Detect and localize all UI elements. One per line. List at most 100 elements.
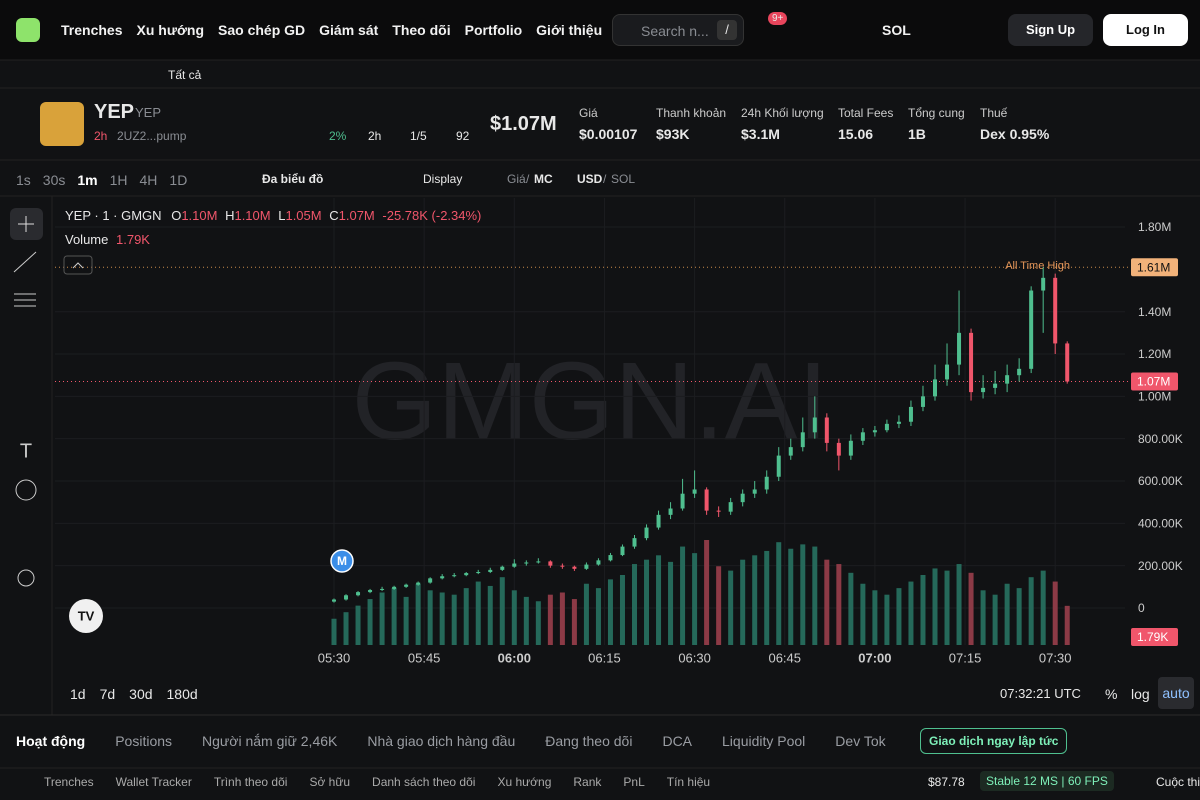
logo[interactable]	[16, 18, 40, 42]
tab[interactable]: Dev Tok	[835, 733, 886, 749]
y-tick-label: 1.20M	[1138, 347, 1171, 361]
status-item[interactable]: Wallet Tracker	[115, 775, 192, 789]
crosshair-tool[interactable]	[18, 216, 34, 232]
nav-item[interactable]: Sao chép GD	[218, 22, 306, 38]
draw-tools[interactable]	[13, 251, 37, 307]
tab[interactable]: Positions	[115, 733, 173, 749]
top10: 2%	[329, 129, 347, 143]
candle-body	[764, 476, 769, 490]
volume-bar	[559, 592, 565, 645]
interval[interactable]: 30s	[42, 172, 66, 188]
range-button[interactable]: 30d	[129, 686, 153, 702]
stat-value: Dex 0.95%	[980, 126, 1050, 142]
volume-bar	[656, 555, 662, 645]
zoom-tool[interactable]	[17, 569, 35, 587]
legend-high: 1.10M	[234, 208, 271, 223]
candle-body	[524, 562, 529, 564]
x-tick-label: 06:15	[588, 650, 621, 665]
volume-bar	[1028, 577, 1034, 645]
percent-toggle[interactable]: %	[1105, 686, 1118, 702]
nav-item[interactable]: Trenches	[61, 22, 123, 38]
ath-label: 1.61M	[1137, 260, 1170, 274]
chevron	[72, 262, 84, 269]
candle-body	[356, 592, 361, 596]
collapse-legend[interactable]	[63, 255, 93, 275]
candle-body	[776, 455, 781, 477]
volume-bar	[475, 581, 481, 645]
nav-item[interactable]: Portfolio	[464, 22, 523, 38]
candle-body	[368, 589, 373, 593]
price-toggle[interactable]: Giá	[507, 172, 526, 186]
tab[interactable]: Đang theo dõi	[545, 733, 633, 749]
interval[interactable]: 1m	[77, 172, 98, 188]
migration-marker[interactable]	[330, 549, 354, 573]
range-button[interactable]: 180d	[166, 686, 198, 702]
volume-bar	[367, 599, 373, 645]
usd-toggle[interactable]: USD	[577, 172, 603, 186]
volume-bar	[391, 588, 397, 645]
status-item[interactable]: Sở hữu	[309, 775, 351, 789]
search-key: /	[717, 20, 737, 40]
y-tick-label: 1.00M	[1138, 390, 1171, 404]
marker-label: M	[337, 554, 347, 568]
display[interactable]: Display	[423, 172, 463, 186]
search-box[interactable]: Search n... /	[612, 14, 744, 46]
tab[interactable]: DCA	[662, 733, 693, 749]
token-address[interactable]: 2UZ2...pump	[117, 129, 187, 143]
nav-item[interactable]: Giám sát	[319, 22, 379, 38]
status-item[interactable]: Trenches	[44, 775, 94, 789]
status-item[interactable]: Danh sách theo dõi	[372, 775, 476, 789]
volume-bar	[692, 553, 698, 645]
filter-all[interactable]: Tất cả	[168, 68, 202, 82]
status-item[interactable]: Rank	[573, 775, 602, 789]
trade-now[interactable]: Giao dịch ngay lập tức	[920, 728, 1068, 754]
emoji-tool[interactable]	[15, 479, 37, 501]
volume-bar	[812, 546, 818, 645]
auto-toggle[interactable]: auto	[1158, 677, 1194, 709]
candle-body	[884, 423, 889, 431]
interval[interactable]: 1s	[16, 172, 31, 188]
candle-body	[560, 565, 565, 567]
volume-bar	[1064, 605, 1070, 645]
last-badge	[1131, 372, 1178, 391]
chain-select[interactable]: SOL	[882, 22, 911, 38]
status-item[interactable]: Tín hiệu	[666, 775, 711, 789]
mc-toggle[interactable]: MC	[534, 172, 553, 186]
contest[interactable]: Cuộc thi	[1156, 775, 1200, 789]
sign-up[interactable]: Sign Up	[1008, 14, 1093, 46]
candle-body	[1017, 368, 1022, 376]
y-tick-label: 400.00K	[1138, 516, 1183, 530]
search-placeholder: Search n...	[641, 23, 709, 39]
volume-bar	[379, 592, 385, 645]
nav-item[interactable]: Xu hướng	[136, 22, 205, 38]
tab[interactable]: Liquidity Pool	[722, 733, 806, 749]
candle-body	[596, 560, 601, 565]
candle-body	[945, 364, 950, 380]
tab[interactable]: Người nắm giữ 2,46K	[202, 733, 338, 749]
nav-item[interactable]: Giới thiệu	[536, 22, 603, 38]
status-item[interactable]: Trình theo dõi	[213, 775, 288, 789]
range-button[interactable]: 1d	[70, 686, 86, 702]
tv-logo[interactable]	[69, 599, 103, 633]
text-tool[interactable]: T	[20, 440, 32, 462]
fps: 60 FPS	[1067, 774, 1108, 788]
nav-item[interactable]: Theo dõi	[392, 22, 451, 38]
log-in[interactable]: Log In	[1103, 14, 1188, 46]
multi-chart[interactable]: Đa biểu đồ	[262, 172, 324, 186]
tab[interactable]: Nhà giao dịch hàng đầu	[367, 733, 516, 749]
candle-body	[993, 383, 998, 388]
status-item[interactable]: PnL	[623, 775, 645, 789]
legend: YEP · 1 · GMGN O1.10M H1.10M L1.05M C1.0…	[65, 208, 482, 223]
sol-toggle[interactable]: SOL	[611, 172, 636, 186]
dev-age: 2h	[368, 129, 382, 143]
interval[interactable]: 1D	[169, 172, 188, 188]
interval[interactable]: 4H	[139, 172, 158, 188]
log-toggle[interactable]: log	[1131, 686, 1150, 702]
y-tick-label: 1.80M	[1138, 220, 1171, 234]
status-item[interactable]: Xu hướng	[497, 775, 552, 789]
tab[interactable]: Hoạt động	[16, 733, 86, 749]
range-button[interactable]: 7d	[99, 686, 116, 702]
token-avatar	[40, 102, 84, 146]
interval[interactable]: 1H	[109, 172, 128, 188]
